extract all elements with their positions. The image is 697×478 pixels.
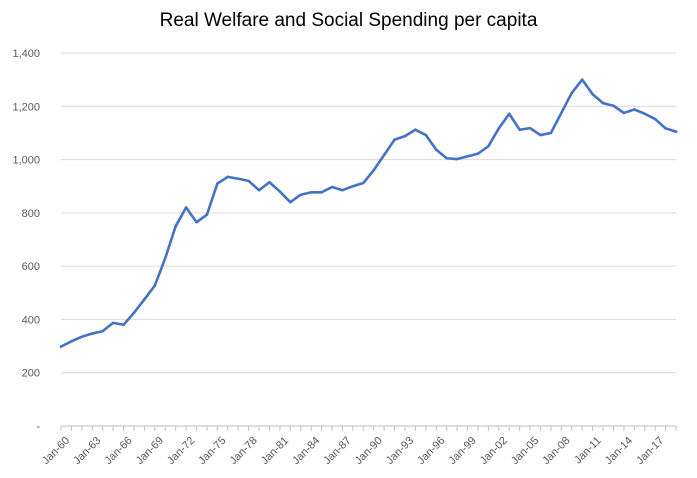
x-tick-label: Jan-75 (196, 435, 228, 467)
x-tick-label: Jan-87 (321, 435, 353, 467)
data-point (226, 175, 230, 179)
data-point (289, 200, 292, 204)
x-tick-label: Jan-14 (603, 435, 635, 467)
data-point (205, 213, 209, 217)
data-point (476, 152, 480, 156)
x-tick-label: Jan-69 (134, 435, 166, 467)
data-point (111, 321, 115, 325)
y-tick-label: 1,200 (12, 101, 40, 113)
x-tick-label: Jan-05 (509, 435, 541, 467)
data-point (184, 206, 188, 209)
data-point (90, 332, 94, 335)
data-point (497, 127, 501, 130)
data-point (382, 153, 386, 157)
data-point (70, 339, 73, 343)
x-tick-label: Jan-63 (71, 435, 103, 467)
y-tick-label: 1,000 (12, 155, 40, 167)
data-point (341, 188, 344, 192)
data-point (268, 180, 271, 184)
x-tick-label: Jan-08 (540, 435, 572, 467)
data-point (320, 191, 323, 194)
data-point (195, 220, 198, 224)
data-point (622, 111, 626, 115)
data-point (434, 148, 438, 152)
x-tick-label: Jan-11 (572, 435, 604, 467)
data-point (591, 92, 594, 96)
x-axis-tick-labels: Jan-60Jan-63Jan-66Jan-69Jan-72Jan-75Jan-… (40, 435, 666, 467)
data-point (601, 101, 605, 105)
data-point (174, 224, 177, 228)
data-point (414, 128, 417, 132)
x-tick-label: Jan-72 (165, 435, 197, 467)
data-point (372, 168, 376, 172)
y-tick-label: 600 (22, 261, 40, 273)
data-point (351, 184, 355, 188)
data-point (299, 193, 303, 197)
data-point (216, 182, 219, 185)
data-point (80, 335, 84, 339)
data-point (507, 112, 511, 116)
data-point (153, 284, 157, 287)
x-tick-label: Jan-60 (40, 435, 72, 467)
x-tick-label: Jan-84 (290, 435, 322, 467)
y-axis-tick-labels: - 200 400 600 800 1,000 1,200 1,400 (12, 48, 40, 433)
data-point (236, 177, 240, 181)
data-point (674, 130, 678, 133)
series-line (59, 78, 678, 348)
data-point (101, 329, 104, 333)
x-tick-label: Jan-66 (102, 435, 134, 467)
x-tick-label: Jan-90 (353, 435, 385, 467)
data-point (59, 345, 63, 348)
data-point (424, 133, 428, 137)
data-point (309, 191, 313, 194)
data-point (580, 78, 584, 81)
data-point (612, 104, 615, 108)
data-point (643, 112, 647, 116)
data-point (132, 311, 136, 315)
x-tick-label: Jan-96 (415, 435, 447, 467)
data-point (330, 185, 334, 189)
data-point (487, 144, 490, 148)
data-point (653, 117, 657, 121)
y-tick-label: 1,400 (12, 48, 40, 60)
data-point (518, 128, 521, 132)
x-tick-label: Jan-99 (446, 435, 478, 467)
data-point (163, 256, 167, 260)
x-tick-label: Jan-81 (259, 435, 291, 467)
data-point (560, 111, 563, 115)
data-point (549, 131, 553, 135)
data-point (539, 133, 542, 137)
x-tick-label: Jan-17 (634, 435, 666, 467)
y-tick-label: 800 (22, 208, 40, 220)
data-point (445, 156, 448, 160)
x-tick-label: Jan-78 (228, 435, 260, 467)
x-tick-label: Jan-02 (478, 435, 510, 467)
data-point (247, 179, 250, 183)
y-tick-label: 400 (22, 314, 40, 326)
gridlines (61, 52, 676, 374)
data-point (143, 298, 146, 301)
x-tick-label: Jan-93 (384, 435, 416, 467)
y-tick-label: 200 (22, 368, 40, 380)
data-point (664, 127, 667, 130)
data-point (403, 134, 407, 138)
chart-title: Real Welfare and Social Spending per cap… (159, 10, 538, 31)
series-group (59, 78, 678, 348)
data-point (633, 108, 636, 111)
data-point (528, 126, 532, 130)
data-point (361, 181, 365, 185)
x-axis (60, 425, 677, 431)
data-point (278, 190, 282, 193)
data-point (455, 157, 459, 161)
data-point (570, 91, 574, 95)
y-tick-label: - (36, 421, 40, 433)
data-point (257, 188, 261, 192)
data-point (466, 155, 469, 158)
data-point (393, 138, 396, 141)
data-point (122, 323, 125, 327)
